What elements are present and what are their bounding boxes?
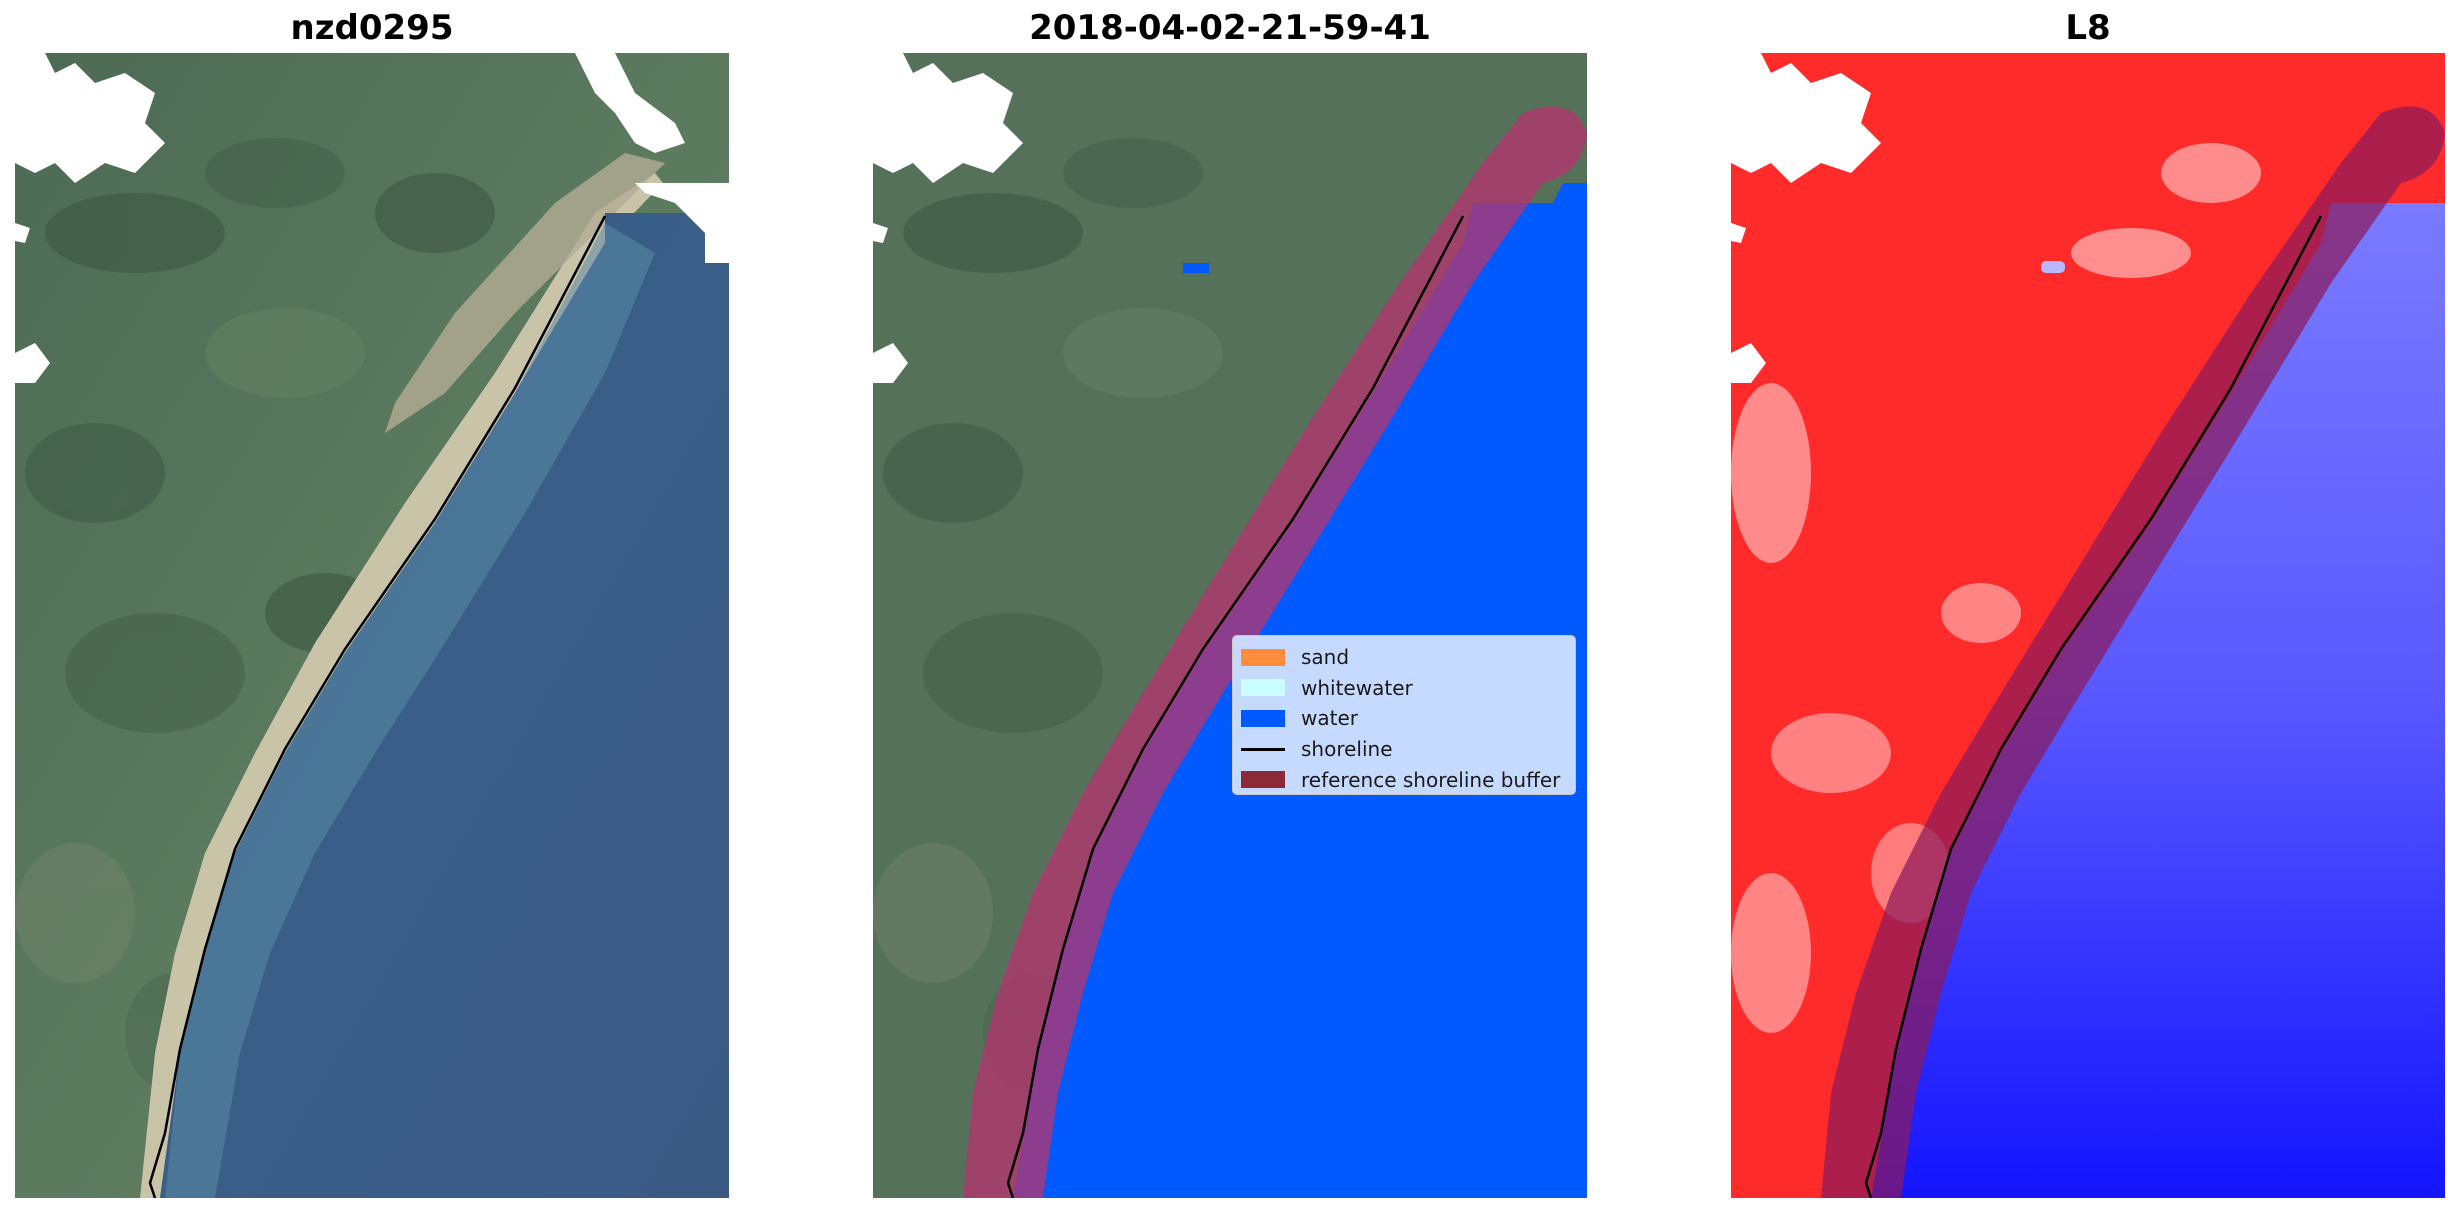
legend-item-reference-shoreline-buffer: reference shoreline buffer: [1241, 764, 1567, 795]
ocean: [160, 213, 729, 1198]
legend-label: shoreline: [1301, 737, 1393, 762]
legend-label: sand: [1301, 645, 1350, 670]
legend-label: whitewater: [1301, 675, 1413, 700]
cloud: [635, 183, 729, 263]
legend-label: reference shoreline buffer: [1301, 767, 1561, 792]
cloud: [15, 53, 165, 183]
legend-swatch: [1241, 709, 1285, 727]
water-class-pond: [1183, 263, 1209, 273]
legend-line: [1241, 747, 1285, 751]
legend-swatch: [1241, 648, 1285, 666]
panel-title: 2018-04-02-21-59-41: [1029, 8, 1431, 48]
cloud: [873, 53, 1023, 183]
rgb-image: [15, 53, 729, 1198]
legend: sand whitewater water shoreline referenc…: [1232, 635, 1576, 795]
shoreline: [1864, 215, 2323, 1198]
legend-swatch: [1241, 771, 1285, 789]
panel-rgb: nzd0295: [15, 0, 729, 1212]
shoreline: [148, 215, 607, 1198]
pond: [2041, 261, 2065, 273]
legend-item-whitewater: whitewater: [1241, 673, 1567, 704]
nearshore-water: [165, 223, 655, 1198]
cloud: [873, 223, 888, 243]
water-index: [1871, 203, 2445, 1198]
legend-item-water: water: [1241, 703, 1567, 734]
legend-swatch: [1241, 679, 1285, 697]
classified-image: [873, 53, 1587, 1198]
legend-item-sand: sand: [1241, 642, 1567, 673]
terrain-texture: [15, 138, 495, 1093]
dune-area: [385, 153, 665, 433]
cloud: [1731, 343, 1766, 383]
panel-title: L8: [2065, 8, 2111, 48]
cloud: [15, 223, 30, 243]
panel-mndwi: L8: [1731, 0, 2445, 1212]
cloud: [1731, 223, 1746, 243]
cloud: [15, 343, 50, 383]
legend-item-shoreline: shoreline: [1241, 734, 1567, 765]
cloud: [873, 343, 908, 383]
terrain-texture: [873, 138, 1223, 1093]
panel-title: nzd0295: [290, 8, 454, 48]
legend-label: water: [1301, 706, 1358, 731]
reference-shoreline-buffer: [1821, 106, 2445, 1198]
cloud: [1731, 53, 1881, 183]
panel-classified: 2018-04-02-21-59-41: [873, 0, 1587, 1212]
reference-shoreline-buffer: [963, 106, 1587, 1198]
cloud: [575, 53, 685, 153]
shoreline: [1006, 215, 1465, 1198]
mndwi-image: [1731, 53, 2445, 1198]
